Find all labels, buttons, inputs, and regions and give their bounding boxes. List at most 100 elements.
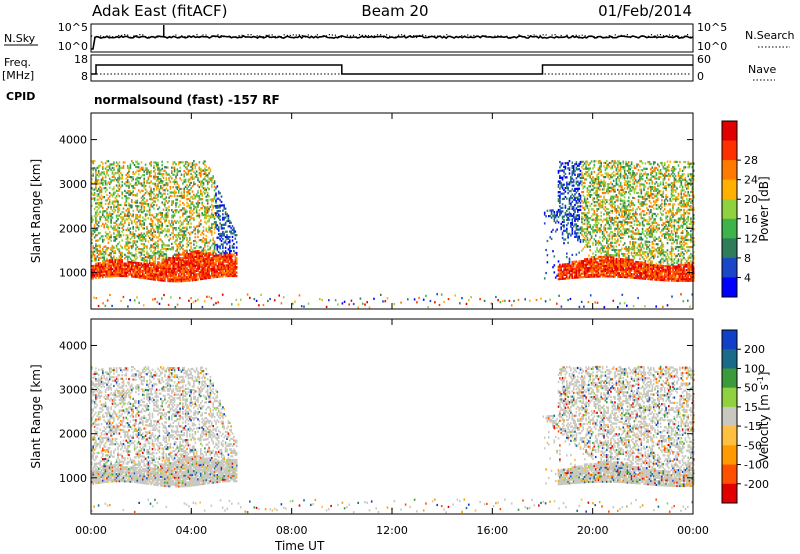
- heatmap-cell: [601, 231, 604, 234]
- heatmap-cell: [588, 185, 590, 188]
- heatmap-cell: [157, 195, 159, 198]
- heatmap-cell: [575, 216, 578, 219]
- heatmap-cell: [211, 214, 213, 217]
- heatmap-cell: [162, 272, 165, 275]
- noise-dot: [626, 34, 628, 36]
- heatmap-cell: [202, 173, 205, 176]
- heatmap-cell: [211, 226, 213, 229]
- heatmap-cell: [148, 185, 151, 188]
- heatmap-cell: [618, 231, 620, 234]
- heatmap-cell: [191, 213, 194, 216]
- heatmap-cell: [131, 160, 133, 163]
- heatmap-cell: [195, 214, 198, 217]
- heatmap-cell: [202, 204, 205, 208]
- heatmap-cell: [124, 182, 126, 185]
- heatmap-cell: [567, 218, 569, 221]
- heatmap-cell: [202, 240, 205, 243]
- heatmap-cell: [193, 263, 195, 266]
- heatmap-cell: [229, 251, 231, 254]
- heatmap-cell: [202, 268, 205, 271]
- heatmap-cell: [588, 210, 590, 213]
- noise-dot: [476, 35, 478, 37]
- heatmap-cell: [618, 250, 620, 254]
- heatmap-cell: [224, 236, 227, 239]
- heatmap-cell: [97, 221, 100, 224]
- heatmap-cell: [176, 244, 179, 247]
- heatmap-cell: [601, 181, 604, 184]
- heatmap-cell: [172, 257, 174, 260]
- heatmap-cell: [216, 185, 219, 188]
- heatmap-cell: [120, 257, 122, 260]
- heatmap-cell: [135, 249, 137, 252]
- heatmap-cell: [571, 220, 574, 223]
- heatmap-cell: [209, 267, 212, 270]
- heatmap-cell: [205, 208, 208, 211]
- heatmap-cell: [566, 263, 568, 266]
- heatmap-cell: [146, 233, 148, 236]
- heatmap-cell: [219, 257, 221, 260]
- heatmap-cell: [117, 242, 119, 246]
- heatmap-cell: [93, 247, 96, 250]
- heatmap-cell: [157, 227, 159, 230]
- heatmap-cell: [577, 189, 579, 192]
- heatmap-cell: [585, 164, 587, 167]
- heatmap-cell: [623, 242, 626, 245]
- heatmap-cell: [102, 196, 104, 199]
- heatmap-cell: [223, 255, 225, 258]
- heatmap-cell: [563, 274, 565, 277]
- heatmap-cell: [201, 251, 203, 254]
- heatmap-cell: [223, 257, 225, 260]
- heatmap-cell: [175, 221, 177, 224]
- heatmap-cell: [190, 274, 192, 277]
- heatmap-cell: [131, 222, 133, 225]
- heatmap-cell: [206, 269, 209, 273]
- heatmap-cell: [187, 203, 190, 206]
- heatmap-cell: [229, 253, 231, 256]
- heatmap-cell: [593, 197, 596, 200]
- heatmap-cell: [176, 168, 179, 171]
- heatmap-cell: [173, 262, 176, 265]
- heatmap-cell: [160, 172, 162, 175]
- heatmap-cell: [216, 254, 219, 257]
- heatmap-cell: [190, 181, 192, 184]
- heatmap-cell: [213, 269, 216, 272]
- heatmap-cell: [99, 271, 101, 274]
- heatmap-cell: [561, 263, 564, 266]
- noise-dot: [419, 34, 421, 37]
- heatmap-cell: [593, 257, 596, 260]
- heatmap-cell: [108, 183, 111, 186]
- heatmap-cell: [601, 273, 604, 276]
- heatmap-cell: [154, 266, 157, 269]
- heatmap-cell: [574, 189, 576, 192]
- heatmap-cell: [139, 271, 141, 274]
- heatmap-cell: [227, 264, 230, 267]
- heatmap-cell: [150, 249, 152, 252]
- heatmap-cell: [165, 230, 168, 233]
- heatmap-cell: [574, 163, 576, 166]
- heatmap-cell: [113, 225, 115, 228]
- heatmap-cell: [153, 242, 155, 246]
- heatmap-cell: [600, 163, 602, 166]
- heatmap-cell: [114, 200, 117, 203]
- heatmap-cell: [590, 208, 593, 211]
- heatmap-cell: [200, 169, 202, 172]
- heatmap-cell: [107, 227, 110, 230]
- heatmap-cell: [586, 227, 589, 231]
- heatmap-cell: [135, 275, 137, 278]
- heatmap-cell: [160, 220, 162, 223]
- heatmap-cell: [140, 262, 143, 265]
- noise-dot: [434, 35, 436, 37]
- heatmap-cell: [586, 263, 589, 266]
- heatmap-cell: [222, 266, 224, 269]
- heatmap-cell: [157, 213, 159, 216]
- heatmap-cell: [206, 220, 209, 223]
- heatmap-cell: [179, 248, 181, 251]
- heatmap-cell: [146, 172, 148, 175]
- heatmap-cell: [190, 187, 192, 190]
- heatmap-cell: [618, 227, 620, 230]
- noise-dot: [431, 35, 433, 37]
- heatmap-cell: [577, 272, 579, 276]
- heatmap-cell: [622, 263, 625, 266]
- heatmap-cell: [187, 205, 190, 208]
